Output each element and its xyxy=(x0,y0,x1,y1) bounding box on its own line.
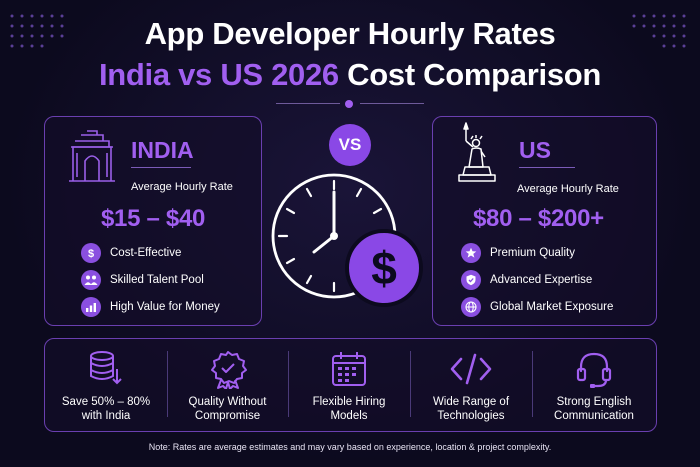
us-card: US Average Hourly Rate $80 – $200+ Premi… xyxy=(432,116,657,326)
india-feature-item: $ Cost-Effective xyxy=(81,243,181,263)
benefit-line1: Strong English xyxy=(556,396,632,408)
people-icon xyxy=(81,270,101,290)
benefit-item: Save 50% – 80% with India xyxy=(45,339,167,431)
us-feature-label: Premium Quality xyxy=(490,247,575,259)
benefit-item: Wide Range of Technologies xyxy=(410,339,532,431)
india-feature-item: High Value for Money xyxy=(81,297,220,317)
title-divider xyxy=(276,100,424,108)
india-rate-label: Average Hourly Rate xyxy=(131,181,233,193)
svg-text:$: $ xyxy=(88,248,94,259)
benefit-line2: Technologies xyxy=(437,410,505,422)
india-title-underline xyxy=(131,167,191,168)
calendar-icon xyxy=(332,352,366,386)
dollar-coin-icon: $ xyxy=(371,242,397,294)
us-title: US xyxy=(519,137,551,163)
page-title-line2: India vs US 2026 Cost Comparison xyxy=(0,57,700,93)
chart-icon xyxy=(81,297,101,317)
benefit-separator xyxy=(410,351,411,417)
us-title-underline xyxy=(519,167,575,168)
shield-icon xyxy=(461,270,481,290)
india-feature-item: Skilled Talent Pool xyxy=(81,270,204,290)
benefit-line1: Wide Range of xyxy=(432,396,510,408)
benefit-line2: Compromise xyxy=(194,410,261,422)
benefit-item: Flexible Hiring Models xyxy=(288,339,410,431)
benefits-panel: Save 50% – 80% with India Quality Without… xyxy=(44,338,657,432)
us-feature-item: Premium Quality xyxy=(461,243,575,263)
title-accent: India vs US 2026 xyxy=(98,57,339,92)
india-title: INDIA xyxy=(131,137,194,163)
footnote: Note: Rates are average estimates and ma… xyxy=(148,442,552,452)
database-icon xyxy=(90,351,122,385)
benefit-item: Quality Without Compromise xyxy=(167,339,288,431)
us-price: $80 – $200+ xyxy=(473,205,604,232)
us-feature-item: Global Market Exposure xyxy=(461,297,613,317)
india-feature-label: Skilled Talent Pool xyxy=(110,274,204,286)
page-title-line1: App Developer Hourly Rates xyxy=(144,16,556,51)
statue-of-liberty-icon xyxy=(458,122,496,182)
us-rate-label: Average Hourly Rate xyxy=(517,183,619,195)
clock-icon: $ xyxy=(271,173,423,307)
benefit-separator xyxy=(167,351,168,417)
us-feature-label: Advanced Expertise xyxy=(490,274,593,286)
india-gate-icon xyxy=(69,130,115,182)
india-price: $15 – $40 xyxy=(101,205,206,232)
benefit-separator xyxy=(288,351,289,417)
star-icon xyxy=(461,243,481,263)
india-feature-label: Cost-Effective xyxy=(110,247,182,259)
benefit-line2: with India xyxy=(81,410,131,422)
dot-grid-left-decoration xyxy=(10,14,64,48)
benefit-line1: Flexible Hiring xyxy=(312,396,386,408)
vs-badge: VS xyxy=(329,124,371,166)
headset-icon xyxy=(576,352,612,388)
code-icon xyxy=(450,353,492,385)
india-card: INDIA Average Hourly Rate $15 – $40 $ Co… xyxy=(44,116,262,326)
globe-icon xyxy=(461,297,481,317)
benefit-line2: Communication xyxy=(554,410,634,422)
dot-grid-right-decoration xyxy=(632,14,686,48)
dollar-icon: $ xyxy=(81,243,101,263)
us-feature-label: Global Market Exposure xyxy=(490,301,614,313)
benefit-separator xyxy=(532,351,533,417)
benefit-item: Strong English Communication xyxy=(532,339,656,431)
india-feature-label: High Value for Money xyxy=(110,301,220,313)
title-rest: Cost Comparison xyxy=(338,57,602,92)
benefit-line1: Save 50% – 80% xyxy=(61,396,151,408)
benefit-line1: Quality Without xyxy=(188,396,267,408)
us-feature-item: Advanced Expertise xyxy=(461,270,592,290)
benefit-line2: Models xyxy=(330,410,368,422)
badge-icon xyxy=(210,351,247,389)
